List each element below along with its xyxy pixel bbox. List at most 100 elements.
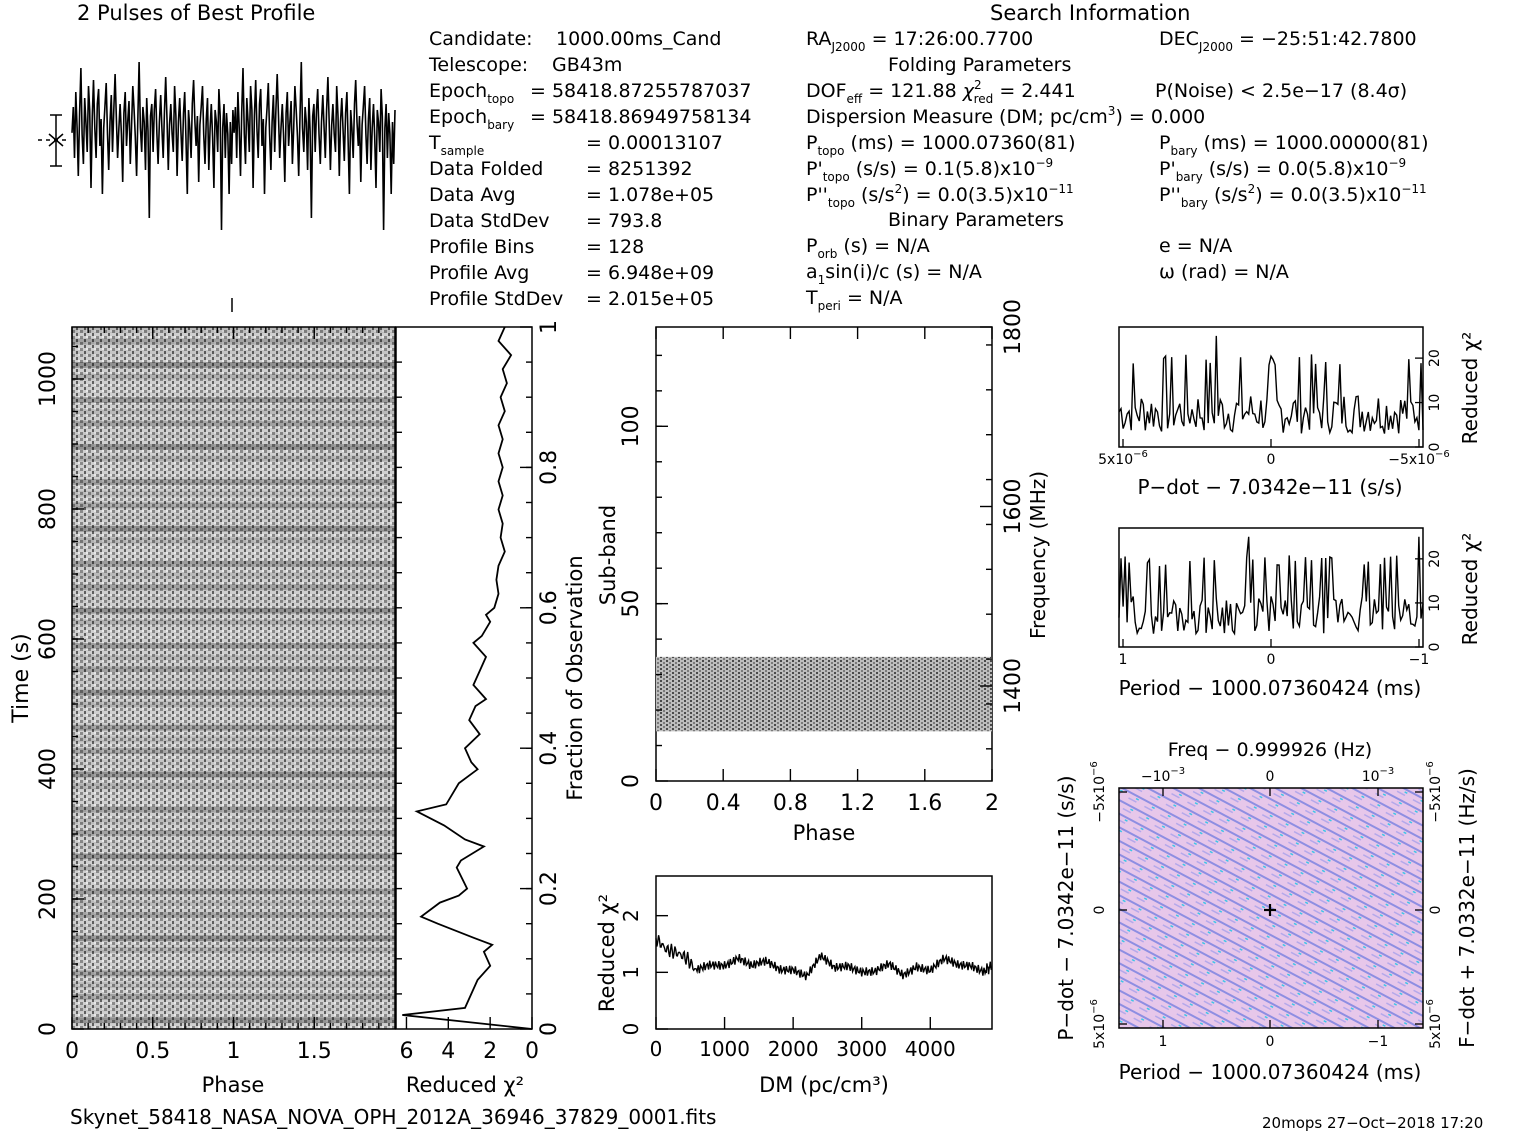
chi2-time-plot: 6 4 2 0 0 0.2 0.4 0.6 0.8 1 Reduced χ² Fraction o… bbox=[395, 320, 587, 1097]
pnoise-line: P(Noise) < 2.5e−17 (8.4σ) bbox=[1155, 80, 1408, 102]
y-tick-label: 1 bbox=[619, 966, 643, 979]
freq-phase-xlabel: Phase bbox=[793, 821, 856, 845]
x-tick-label: 2000 bbox=[768, 1037, 819, 1061]
y2-tick-label: 5x10−6 bbox=[1425, 999, 1444, 1049]
y-tick-label: 0.4 bbox=[537, 731, 562, 766]
subint-row bbox=[72, 642, 395, 649]
subint-row bbox=[72, 654, 395, 661]
info-value: = 0.00013107 bbox=[586, 132, 723, 154]
y-tick-label: 10 bbox=[1427, 594, 1443, 612]
info-value: 1000.00ms_Cand bbox=[556, 28, 722, 50]
subint-row bbox=[72, 432, 395, 439]
subint-row bbox=[72, 386, 395, 392]
subint-row bbox=[72, 514, 395, 520]
chi2-time-xlabel: Reduced χ² bbox=[406, 1073, 524, 1097]
subint-row bbox=[72, 338, 395, 345]
info-value: = 6.948e+09 bbox=[586, 262, 715, 284]
dm-ylabel: Reduced χ² bbox=[595, 894, 619, 1012]
subint-row bbox=[72, 865, 395, 871]
subint-row bbox=[72, 490, 395, 497]
subint-row bbox=[72, 350, 395, 357]
y2-tick-label: 0 bbox=[1428, 906, 1444, 915]
info-label: Profile StdDev bbox=[429, 288, 564, 310]
subint-row bbox=[72, 724, 395, 731]
period-ylabel: Reduced χ² bbox=[1458, 533, 1482, 646]
y2-tick-label: 1800 bbox=[1001, 299, 1026, 355]
y2-tick-label: 1600 bbox=[1001, 479, 1026, 535]
y-tick-label: 2 bbox=[619, 909, 643, 922]
y-tick-label: 5x10−6 bbox=[1089, 999, 1108, 1049]
ra-line: RAJ2000 = 17:26:00.7700 bbox=[806, 28, 1034, 54]
subint-row bbox=[72, 444, 395, 450]
info-value: = 2.015e+05 bbox=[586, 288, 715, 310]
subint-row bbox=[72, 993, 395, 1000]
fits-filename: Skynet_58418_NASA_NOVA_OPH_2012A_36946_3… bbox=[70, 1105, 717, 1129]
y-tick-label: 0 bbox=[619, 1023, 643, 1036]
profile-error-bar bbox=[38, 114, 233, 312]
dof-line: DOFeff = 121.88 χ2red = 2.441 bbox=[806, 78, 1076, 106]
x-tick-label: 1.2 bbox=[840, 791, 875, 816]
subint-row bbox=[72, 759, 395, 766]
subint-row bbox=[72, 607, 395, 614]
x-tick-label: 0 bbox=[1267, 652, 1276, 668]
info-label-sub: topo bbox=[487, 92, 515, 106]
y2-tick-label: 1400 bbox=[1001, 658, 1026, 714]
subint-row bbox=[72, 666, 395, 673]
asini-line: a1sin(i)/c (s) = N/A bbox=[806, 261, 982, 287]
subint-row bbox=[72, 420, 395, 427]
dm-line: Dispersion Measure (DM; pc/cm3) = 0.000 bbox=[806, 104, 1206, 128]
subint-row bbox=[72, 467, 395, 473]
x-tick-label: 4 bbox=[441, 1039, 455, 1064]
subint-row bbox=[72, 561, 395, 567]
binary-params-title: Binary Parameters bbox=[888, 209, 1064, 231]
pdot-chi2-line bbox=[1118, 335, 1424, 436]
x-tick-label: 0 bbox=[1266, 1034, 1275, 1050]
subint-row bbox=[72, 619, 395, 626]
info-label-sub: bary bbox=[487, 118, 515, 132]
x-tick-label: 2 bbox=[483, 1039, 497, 1064]
x-tick-label: −5x10−6 bbox=[1388, 449, 1450, 468]
pdtopo-line: P'topo (s/s) = 0.1(5.8)x10−9 bbox=[806, 156, 1054, 184]
subint-row bbox=[72, 748, 395, 754]
y-tick-label: 600 bbox=[36, 618, 61, 660]
info-label: Profile Bins bbox=[429, 236, 535, 258]
subint-row bbox=[72, 947, 395, 953]
y-tick-label: 100 bbox=[619, 405, 644, 447]
x-tick-label: −1 bbox=[1409, 652, 1430, 668]
y-tick-label: 0.8 bbox=[537, 450, 562, 485]
y-tick-label: 50 bbox=[619, 590, 644, 618]
x-tick-label: 0.5 bbox=[135, 1039, 170, 1064]
subint-row bbox=[72, 455, 395, 462]
info-value: = 58418.87255787037 bbox=[530, 80, 752, 102]
pdot-ylabel: Reduced χ² bbox=[1458, 332, 1482, 445]
subint-row bbox=[72, 584, 395, 591]
subint-row bbox=[72, 502, 395, 509]
period-xlabel: Period − 1000.07360424 (ms) bbox=[1119, 676, 1422, 700]
subint-row bbox=[72, 806, 395, 813]
subint-row bbox=[72, 596, 395, 602]
y-tick-label: 20 bbox=[1427, 349, 1443, 367]
y-tick-label: 0 bbox=[619, 774, 644, 788]
y-tick-label: 0 bbox=[36, 1022, 61, 1036]
subint-row bbox=[72, 549, 395, 555]
x-tick-label: 1.6 bbox=[907, 791, 942, 816]
dm-chi2-plot: 0 1000 2000 3000 4000 0 1 2 DM (pc/cm³) Reduced… bbox=[595, 875, 993, 1097]
subint-row bbox=[72, 678, 395, 684]
freq-phase-ylabel: Sub-band bbox=[596, 505, 620, 605]
y-tick-label: 10 bbox=[1427, 394, 1443, 412]
top-tick-label: 0 bbox=[1266, 769, 1275, 785]
p-pdot-plot: 1 −10−3 0 0 −1 10−3 5x10−6 5x10−6 0 0 −5x10−6 −5x10… bbox=[1054, 739, 1479, 1084]
x-tick-label: −1 bbox=[1368, 1034, 1389, 1050]
subint-row bbox=[72, 888, 395, 895]
subint-row bbox=[72, 689, 395, 696]
x-tick-label: 0.8 bbox=[773, 791, 808, 816]
pddtopo-line: P''topo (s/s2) = 0.0(3.5)x10−11 bbox=[806, 182, 1074, 210]
period-chi2-line bbox=[1118, 536, 1424, 636]
subint-row bbox=[72, 830, 395, 836]
subint-row bbox=[72, 853, 395, 860]
x-tick-label: 0 bbox=[649, 791, 663, 816]
info-value: = 58418.86949758134 bbox=[530, 106, 752, 128]
info-value: GB43m bbox=[552, 54, 623, 76]
